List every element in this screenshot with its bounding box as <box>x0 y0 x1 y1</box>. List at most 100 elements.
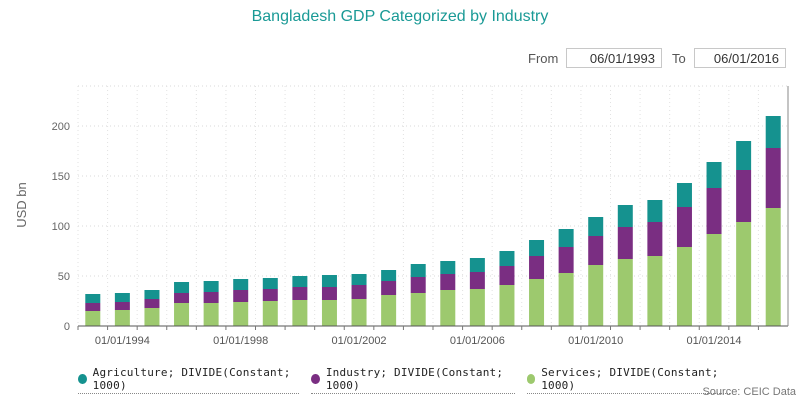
bar-agriculture-2002[interactable] <box>351 274 367 285</box>
bar-services-2012[interactable] <box>647 256 663 326</box>
axes: 0 50 100 150 200 01/01/1994 01/01/1998 01/01/20… <box>52 86 789 347</box>
bar-industry-1998[interactable] <box>233 290 249 302</box>
source-note: Source: CEIC Data <box>702 386 796 398</box>
bar-industry-1995[interactable] <box>144 299 160 308</box>
x-tick-label: 01/01/1998 <box>213 335 268 347</box>
bar-services-2004[interactable] <box>410 293 426 326</box>
bar-industry-1994[interactable] <box>114 302 130 310</box>
bar-services-2005[interactable] <box>440 290 456 326</box>
bar-services-2014[interactable] <box>706 234 722 326</box>
bar-services-2001[interactable] <box>321 300 337 326</box>
bar-services-2002[interactable] <box>351 299 367 326</box>
bar-services-2003[interactable] <box>381 295 397 326</box>
bar-agriculture-1998[interactable] <box>233 279 249 290</box>
bar-industry-2015[interactable] <box>736 170 752 222</box>
bar-agriculture-1995[interactable] <box>144 290 160 299</box>
bar-agriculture-2010[interactable] <box>588 217 604 236</box>
bar-industry-2008[interactable] <box>529 256 545 279</box>
bar-industry-1997[interactable] <box>203 292 219 303</box>
from-date-input[interactable] <box>566 48 662 68</box>
bar-services-1996[interactable] <box>174 303 190 326</box>
legend-label: Services; DIVIDE(Constant; 1000) <box>541 366 719 392</box>
bar-industry-2012[interactable] <box>647 222 663 256</box>
bar-industry-2016[interactable] <box>765 148 781 208</box>
bar-agriculture-2003[interactable] <box>381 270 397 281</box>
bar-services-2000[interactable] <box>292 300 308 326</box>
bar-agriculture-2005[interactable] <box>440 261 456 274</box>
bar-agriculture-1997[interactable] <box>203 281 219 292</box>
bar-services-1994[interactable] <box>114 310 130 326</box>
legend-item-services[interactable]: Services; DIVIDE(Constant; 1000) <box>526 366 730 394</box>
bar-agriculture-2006[interactable] <box>469 258 485 272</box>
bar-services-2010[interactable] <box>588 265 604 326</box>
bar-agriculture-1994[interactable] <box>114 293 130 302</box>
bar-services-2007[interactable] <box>499 285 515 326</box>
bar-industry-2005[interactable] <box>440 274 456 290</box>
bar-services-1993[interactable] <box>85 311 101 326</box>
bar-industry-2006[interactable] <box>469 272 485 289</box>
bar-agriculture-2014[interactable] <box>706 162 722 188</box>
y-tick-label: 0 <box>64 321 70 333</box>
bar-industry-2014[interactable] <box>706 188 722 234</box>
bar-agriculture-2016[interactable] <box>765 116 781 148</box>
to-label: To <box>672 51 686 66</box>
bar-services-2015[interactable] <box>736 222 752 326</box>
bar-industry-2010[interactable] <box>588 236 604 265</box>
bar-industry-1993[interactable] <box>85 303 101 311</box>
bar-agriculture-2001[interactable] <box>321 275 337 287</box>
y-tick-label: 150 <box>52 171 70 183</box>
y-tick-label: 100 <box>52 221 70 233</box>
chart-title: Bangladesh GDP Categorized by Industry <box>251 8 549 25</box>
bar-industry-2002[interactable] <box>351 285 367 299</box>
y-tick-label: 50 <box>58 271 70 283</box>
y-tick-label: 200 <box>52 121 70 133</box>
grid-lines <box>77 85 788 326</box>
bar-agriculture-1999[interactable] <box>262 278 278 289</box>
bar-agriculture-2000[interactable] <box>292 276 308 287</box>
gdp-stacked-bar-chart: 0 50 100 150 200 01/01/1994 01/01/1998 01/01/20… <box>14 85 789 347</box>
bar-services-1997[interactable] <box>203 303 219 326</box>
bar-agriculture-2011[interactable] <box>617 205 633 227</box>
bar-services-2011[interactable] <box>617 259 633 326</box>
from-label: From <box>528 51 559 66</box>
bar-agriculture-2008[interactable] <box>529 240 545 256</box>
x-tick-label: 01/01/2002 <box>332 335 387 347</box>
bar-industry-2000[interactable] <box>292 287 308 300</box>
bar-agriculture-2004[interactable] <box>410 264 426 277</box>
bar-agriculture-2009[interactable] <box>558 229 574 247</box>
x-tick-label: 01/01/2006 <box>450 335 505 347</box>
bar-services-2008[interactable] <box>529 279 545 326</box>
bar-industry-2003[interactable] <box>381 281 397 295</box>
bar-industry-2001[interactable] <box>321 287 337 300</box>
legend: Agriculture; DIVIDE(Constant; 1000) Indus… <box>78 366 730 394</box>
y-axis-label: USD bn <box>14 182 29 228</box>
legend-item-agriculture[interactable]: Agriculture; DIVIDE(Constant; 1000) <box>78 366 300 394</box>
legend-swatch <box>526 374 536 384</box>
bar-agriculture-2013[interactable] <box>676 183 692 207</box>
bar-agriculture-2015[interactable] <box>736 141 752 170</box>
bar-industry-2011[interactable] <box>617 227 633 259</box>
bar-series <box>85 116 781 326</box>
bar-industry-1999[interactable] <box>262 289 278 301</box>
bar-services-1995[interactable] <box>144 308 160 326</box>
bar-industry-2007[interactable] <box>499 266 515 285</box>
bar-services-1999[interactable] <box>262 301 278 326</box>
bar-services-2016[interactable] <box>765 208 781 326</box>
bar-industry-2013[interactable] <box>676 207 692 247</box>
legend-label: Agriculture; DIVIDE(Constant; 1000) <box>92 366 291 392</box>
bar-agriculture-1993[interactable] <box>85 294 101 303</box>
to-date-input[interactable] <box>694 48 786 68</box>
bar-industry-2004[interactable] <box>410 277 426 293</box>
bar-agriculture-2007[interactable] <box>499 251 515 266</box>
bar-industry-1996[interactable] <box>174 293 190 303</box>
bar-services-2013[interactable] <box>676 247 692 326</box>
bar-industry-2009[interactable] <box>558 247 574 273</box>
bar-agriculture-2012[interactable] <box>647 200 663 222</box>
bar-agriculture-1996[interactable] <box>174 282 190 293</box>
bar-services-2006[interactable] <box>469 289 485 326</box>
x-tick-label: 01/01/2010 <box>568 335 623 347</box>
bar-services-1998[interactable] <box>233 302 249 326</box>
bar-services-2009[interactable] <box>558 273 574 326</box>
legend-label: Industry; DIVIDE(Constant; 1000) <box>325 366 504 392</box>
legend-item-industry[interactable]: Industry; DIVIDE(Constant; 1000) <box>311 366 515 394</box>
